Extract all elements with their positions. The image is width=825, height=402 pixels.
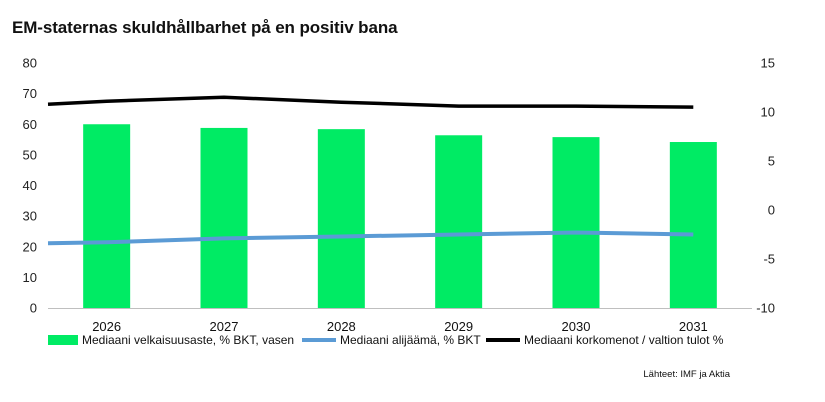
lines-layer bbox=[47, 95, 694, 246]
legend-label-interest: Mediaani korkomenot / valtion tulot % bbox=[524, 333, 724, 347]
category-label-2031: 2031 bbox=[679, 319, 708, 334]
bars-layer bbox=[83, 124, 717, 308]
right-tick-label: -10 bbox=[756, 301, 775, 316]
bar-2026 bbox=[83, 124, 131, 308]
left-tick-label: 70 bbox=[23, 86, 37, 101]
category-labels: 2026 2027 2028 2029 2030 2031 bbox=[92, 319, 708, 334]
category-label-2027: 2027 bbox=[210, 319, 239, 334]
right-tick-label: 15 bbox=[761, 56, 775, 71]
legend-label-bars: Mediaani velkaisuusaste, % BKT, vasen bbox=[82, 333, 294, 347]
right-tick-label: -5 bbox=[763, 252, 775, 267]
left-tick-label: 30 bbox=[23, 209, 37, 224]
legend-swatch-bars bbox=[48, 335, 78, 345]
right-axis-ticks: -10 -5 0 5 10 15 bbox=[756, 56, 775, 316]
bar-2027 bbox=[200, 127, 248, 308]
right-tick-label: 10 bbox=[761, 105, 775, 120]
left-tick-label: 60 bbox=[23, 117, 37, 132]
right-tick-label: 5 bbox=[768, 154, 775, 169]
left-tick-label: 40 bbox=[23, 178, 37, 193]
source-note: Lähteet: IMF ja Aktia bbox=[643, 369, 730, 380]
bar-2029 bbox=[435, 135, 483, 308]
legend: Mediaani velkaisuusaste, % BKT, vasen Me… bbox=[48, 333, 724, 347]
left-axis-ticks: 0 10 20 30 40 50 60 70 80 bbox=[23, 56, 37, 316]
bar-2030 bbox=[552, 137, 600, 308]
left-tick-label: 10 bbox=[23, 270, 37, 285]
category-label-2028: 2028 bbox=[327, 319, 356, 334]
left-tick-label: 50 bbox=[23, 147, 37, 162]
category-label-2026: 2026 bbox=[92, 319, 121, 334]
right-tick-label: 0 bbox=[768, 203, 775, 218]
category-label-2030: 2030 bbox=[562, 319, 591, 334]
left-tick-label: 20 bbox=[23, 239, 37, 254]
bar-2028 bbox=[317, 129, 365, 308]
chart-title: EM-staternas skuldhållbarhet på en posit… bbox=[12, 18, 398, 37]
legend-label-deficit: Mediaani alijäämä, % BKT bbox=[340, 333, 481, 347]
deficit-line bbox=[47, 230, 694, 246]
left-tick-label: 80 bbox=[23, 56, 37, 71]
bar-2031 bbox=[669, 142, 717, 308]
interest-line bbox=[47, 95, 694, 109]
left-tick-label: 0 bbox=[30, 301, 37, 316]
category-label-2029: 2029 bbox=[444, 319, 473, 334]
